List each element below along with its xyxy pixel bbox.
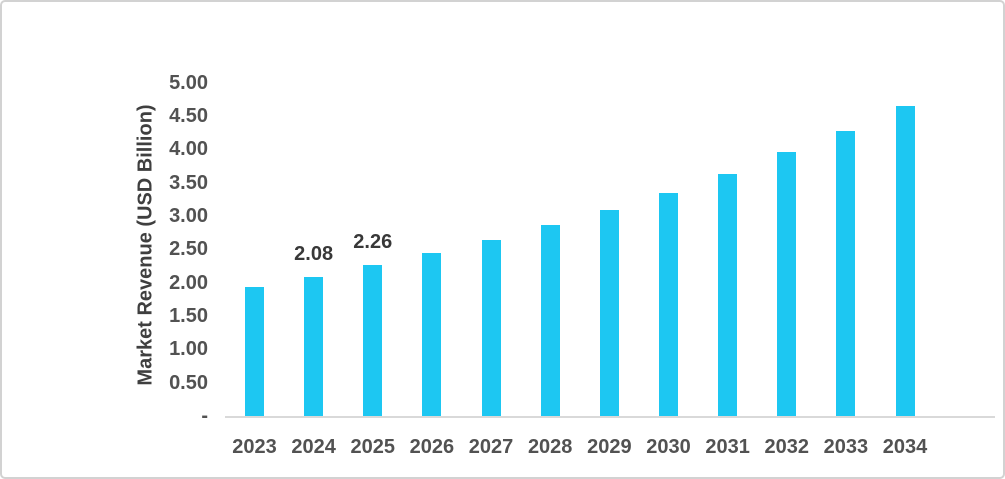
data-label-2024: 2.08 (294, 243, 334, 266)
bar-2030 (658, 193, 678, 416)
x-tick-label-2029: 2029 (587, 436, 632, 458)
y-tick-label: 1.00 (169, 338, 208, 361)
bar-2031 (718, 173, 738, 416)
y-tick-label: 2.50 (169, 238, 208, 261)
y-tick-label: 5.00 (169, 71, 208, 94)
y-tick-label: 0.50 (169, 371, 208, 394)
x-tick-label-2031: 2031 (705, 436, 750, 458)
x-axis-line (225, 416, 995, 418)
data-label-2025: 2.26 (353, 231, 393, 254)
y-tick-label: - (201, 405, 208, 427)
bar-2023 (245, 287, 264, 416)
x-tick-label-2026: 2026 (409, 436, 455, 458)
x-tick-label-2032: 2032 (764, 436, 810, 458)
bar-2026 (422, 252, 442, 416)
y-tick-label: 4.50 (169, 104, 208, 127)
bar-2032 (777, 151, 797, 416)
y-tick-label: 3.00 (169, 204, 208, 227)
x-tick-label-2033: 2033 (823, 436, 869, 458)
x-tick-label-2028: 2028 (527, 436, 573, 458)
x-tick-label-2027: 2027 (468, 436, 514, 458)
y-tick-label: 3.50 (169, 171, 208, 194)
y-tick-label: 1.50 (169, 304, 208, 327)
bar-2027 (481, 239, 501, 416)
x-tick-label-2030: 2030 (646, 436, 691, 458)
bar-2034 (895, 105, 915, 416)
bar-2029 (599, 209, 619, 416)
bar-2025 (363, 265, 383, 416)
x-tick-label-2025: 2025 (350, 436, 396, 458)
bar-2024 (304, 277, 324, 416)
y-tick-label: 4.00 (169, 138, 208, 161)
x-tick-label-2023: 2023 (232, 436, 277, 458)
bar-2028 (540, 224, 560, 416)
x-tick-label-2024: 2024 (291, 436, 336, 458)
bar-2033 (836, 130, 856, 416)
x-tick-label-2034: 2034 (882, 436, 928, 458)
y-tick-label: 2.00 (169, 271, 208, 294)
